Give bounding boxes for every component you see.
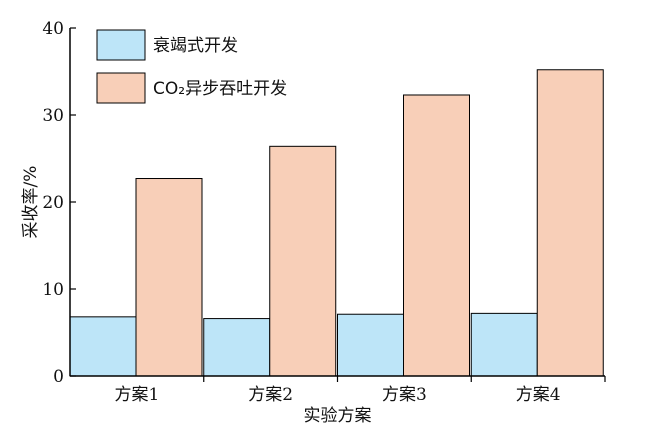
x-tick-label: 方案3: [382, 385, 427, 405]
bar-1-4: [470, 312, 538, 377]
x-tick-label: 方案2: [248, 385, 293, 405]
y-tick-label: 20: [42, 193, 64, 213]
legend-swatch-1: [96, 29, 146, 61]
bar-2-2: [269, 145, 337, 377]
x-axis-label: 实验方案: [304, 406, 372, 426]
y-tick-label: 0: [53, 367, 64, 387]
y-tick-label: 40: [42, 19, 64, 39]
bar-1-1: [69, 316, 137, 377]
x-ticks: 方案1 方案2 方案3 方案4: [114, 376, 606, 405]
bar-1-3: [337, 313, 404, 377]
x-tick-label: 方案4: [516, 385, 561, 405]
y-tick-label: 30: [42, 106, 64, 126]
x-tick-label: 方案1: [114, 385, 159, 405]
legend: 衰竭式开发 CO₂异步吞吐开发: [96, 29, 287, 104]
bar-2-3: [403, 94, 470, 377]
y-ticks: 0 10 20 30 40: [42, 19, 76, 387]
legend-label-1: 衰竭式开发: [153, 36, 238, 56]
legend-label-2: CO₂异步吞吐开发: [153, 79, 287, 99]
bar-2-1: [135, 178, 203, 377]
y-tick-label: 10: [42, 280, 64, 300]
y-axis-label: 采收率/%: [21, 166, 41, 239]
legend-swatch-2: [96, 72, 146, 104]
bar-1-2: [203, 318, 271, 377]
bars-layer: [69, 69, 604, 377]
bar-2-4: [536, 69, 604, 377]
